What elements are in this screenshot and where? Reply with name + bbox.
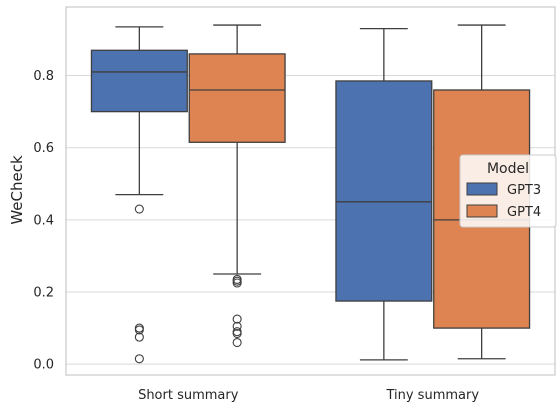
outlier-point: [134, 354, 144, 364]
outlier-point: [232, 327, 242, 337]
outlier-point: [134, 204, 144, 214]
outlier-point: [232, 337, 242, 348]
outlier-point: [134, 325, 144, 335]
legend-entries: GPT3 GPT4: [466, 182, 541, 220]
legend-swatch-gpt4: [466, 204, 498, 218]
y-tick-label: 0.6: [33, 141, 54, 156]
outlier-point: [232, 314, 242, 324]
outlier-point: [232, 276, 242, 286]
outlier-point: [232, 321, 242, 331]
x-tick-label: Tiny summary: [385, 388, 479, 403]
y-axis-label: WeCheck: [8, 155, 26, 225]
x-tick-label: Short summary: [138, 388, 239, 403]
x-axis-ticks: Short summary Tiny summary: [138, 388, 479, 403]
outlier-point: [232, 328, 242, 339]
outlier-point: [134, 332, 144, 342]
box-gpt4-0: [188, 24, 286, 348]
box-gpt3-0: [90, 26, 188, 364]
box-gpt3-1: [335, 27, 433, 361]
legend-label-gpt3: GPT3: [507, 183, 541, 198]
y-axis-ticks: 0.0 0.2 0.4 0.6 0.8: [33, 69, 54, 373]
y-tick-label: 0.8: [33, 69, 54, 84]
y-tick-label: 0.2: [33, 286, 54, 301]
outlier-point: [232, 278, 242, 288]
box-iqr: [90, 49, 188, 113]
legend: Model GPT3 GPT4: [459, 154, 557, 228]
legend-title: Model: [487, 161, 529, 177]
legend-swatch-gpt3: [466, 182, 498, 196]
outlier-point: [134, 323, 144, 333]
box-iqr: [335, 80, 433, 302]
y-tick-label: 0.4: [33, 213, 54, 228]
legend-label-gpt4: GPT4: [507, 205, 541, 220]
box-iqr: [188, 53, 286, 143]
boxes: [90, 24, 531, 364]
y-tick-label: 0.0: [33, 358, 54, 373]
